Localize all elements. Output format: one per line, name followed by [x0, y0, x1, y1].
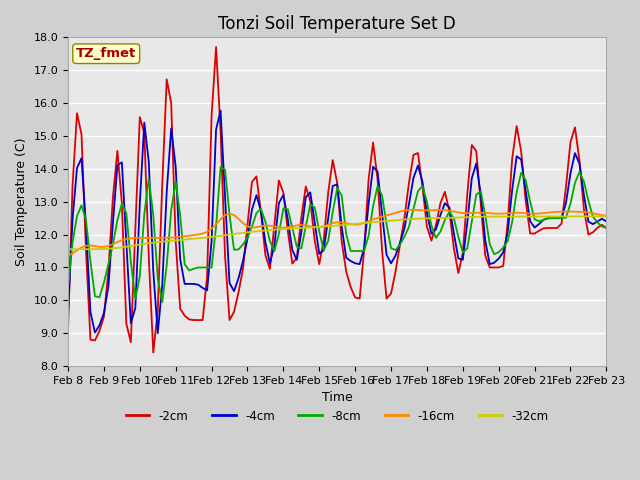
-16cm [118, 237, 125, 243]
Y-axis label: Soil Temperature (C): Soil Temperature (C) [15, 137, 28, 266]
Line: -2cm: -2cm [68, 47, 606, 352]
-2cm [410, 152, 417, 158]
-16cm [410, 207, 417, 213]
-32cm [428, 216, 435, 221]
-8cm [410, 206, 417, 212]
-4cm [195, 282, 202, 288]
-4cm [64, 311, 72, 316]
Title: Tonzi Soil Temperature Set D: Tonzi Soil Temperature Set D [218, 15, 456, 33]
-8cm [602, 225, 610, 231]
-32cm [190, 236, 198, 241]
-16cm [602, 213, 610, 218]
-32cm [589, 214, 596, 219]
-16cm [190, 232, 198, 238]
-32cm [401, 216, 408, 222]
Line: -16cm: -16cm [68, 210, 606, 255]
-2cm [195, 317, 202, 323]
-2cm [602, 225, 610, 231]
-2cm [149, 349, 157, 355]
-8cm [436, 229, 444, 235]
-8cm [118, 201, 125, 206]
X-axis label: Time: Time [322, 391, 353, 404]
-4cm [118, 159, 125, 165]
-8cm [575, 169, 583, 175]
-32cm [293, 225, 301, 231]
-2cm [64, 327, 72, 333]
Text: TZ_fmet: TZ_fmet [76, 47, 136, 60]
-4cm [436, 212, 444, 218]
-32cm [602, 214, 610, 219]
-4cm [302, 194, 310, 200]
-16cm [401, 208, 408, 214]
-8cm [158, 300, 166, 305]
-16cm [64, 252, 72, 258]
-4cm [410, 175, 417, 181]
Line: -8cm: -8cm [68, 167, 606, 302]
-16cm [432, 207, 440, 213]
-2cm [436, 201, 444, 206]
-8cm [302, 224, 310, 229]
-8cm [64, 284, 72, 290]
-32cm [64, 246, 72, 252]
-8cm [195, 264, 202, 270]
-2cm [212, 44, 220, 50]
-4cm [217, 108, 225, 113]
-32cm [566, 214, 574, 219]
-32cm [118, 244, 125, 250]
-8cm [217, 164, 225, 170]
Legend: -2cm, -4cm, -8cm, -16cm, -32cm: -2cm, -4cm, -8cm, -16cm, -32cm [121, 405, 554, 427]
-2cm [575, 157, 583, 163]
Line: -32cm: -32cm [68, 216, 606, 249]
-2cm [118, 200, 125, 206]
-4cm [575, 161, 583, 167]
-4cm [154, 330, 161, 336]
Line: -4cm: -4cm [68, 110, 606, 333]
-16cm [571, 209, 579, 215]
-16cm [293, 223, 301, 228]
-2cm [302, 183, 310, 189]
-4cm [602, 218, 610, 224]
